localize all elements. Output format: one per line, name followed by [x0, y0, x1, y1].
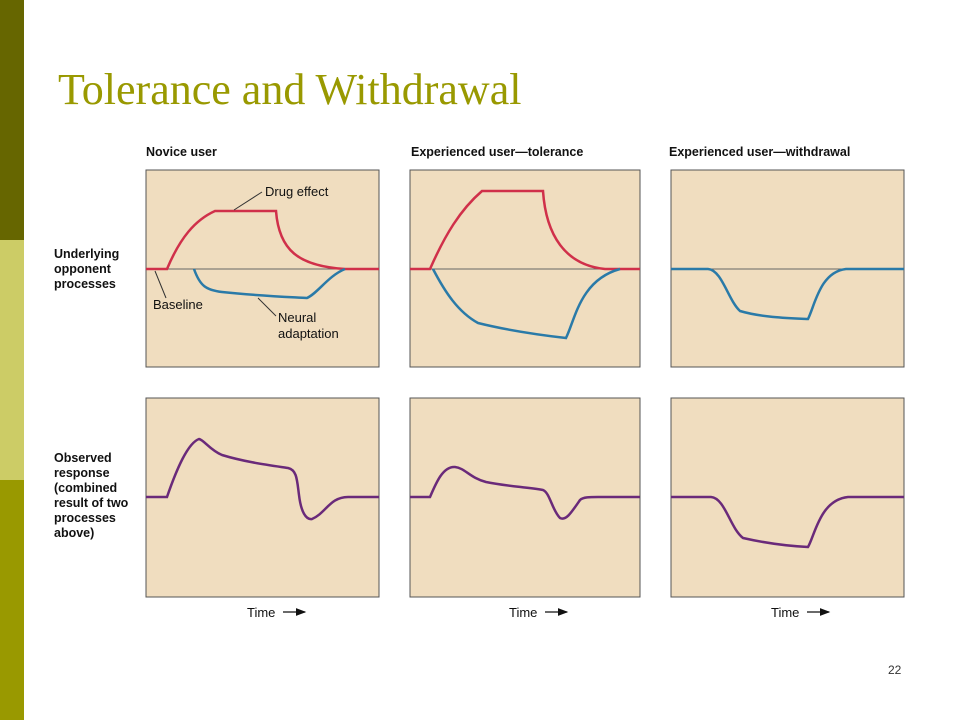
observed-response-curve [671, 495, 904, 549]
row-label-underlying: Underlying opponent processes [54, 247, 119, 291]
row-label-line: processes [54, 511, 116, 525]
neural-adaptation-curve [192, 267, 346, 300]
row-label-line: result of two [54, 496, 129, 510]
neural-adaptation-curve [671, 267, 904, 321]
row-label-line: opponent [54, 262, 112, 276]
drug-effect-curve [146, 209, 379, 271]
baseline-label: Baseline [153, 297, 203, 312]
time-label: Time [247, 605, 275, 620]
observed-response-curve [410, 465, 640, 520]
row-label-line: processes [54, 277, 116, 291]
drug-effect-curve [410, 189, 640, 271]
time-axis-label-withdrawal: Time [771, 605, 831, 620]
row-label-observed: Observed response (combined result of tw… [54, 451, 129, 540]
neural-adaptation-label: Neural [278, 310, 316, 325]
neural-adaptation-curve [431, 267, 621, 340]
row-label-line: response [54, 466, 110, 480]
neural-adaptation-pointer [257, 297, 277, 317]
time-axis-label-tolerance: Time [509, 605, 569, 620]
baseline-pointer [154, 270, 167, 299]
neural-adaptation-label: adaptation [278, 326, 339, 341]
slide-title: Tolerance and Withdrawal [58, 65, 522, 114]
time-label: Time [771, 605, 799, 620]
row-label-line: above) [54, 526, 94, 540]
column-title-novice: Novice user [146, 145, 217, 159]
observed-response-curve [146, 437, 379, 521]
sidebar-band-olive [0, 480, 24, 720]
time-axis-label-novice: Time [247, 605, 307, 620]
column-title-withdrawal: Experienced user—withdrawal [669, 145, 850, 159]
time-label: Time [509, 605, 537, 620]
page-number: 22 [888, 663, 902, 677]
sidebar-band-light [0, 240, 24, 480]
row-label-line: (combined [54, 481, 117, 495]
row-label-line: Observed [54, 451, 112, 465]
sidebar-band-dark [0, 0, 24, 240]
drug-effect-pointer [233, 191, 263, 211]
row-label-line: Underlying [54, 247, 119, 261]
drug-effect-label: Drug effect [265, 184, 329, 199]
column-title-tolerance: Experienced user—tolerance [411, 145, 583, 159]
